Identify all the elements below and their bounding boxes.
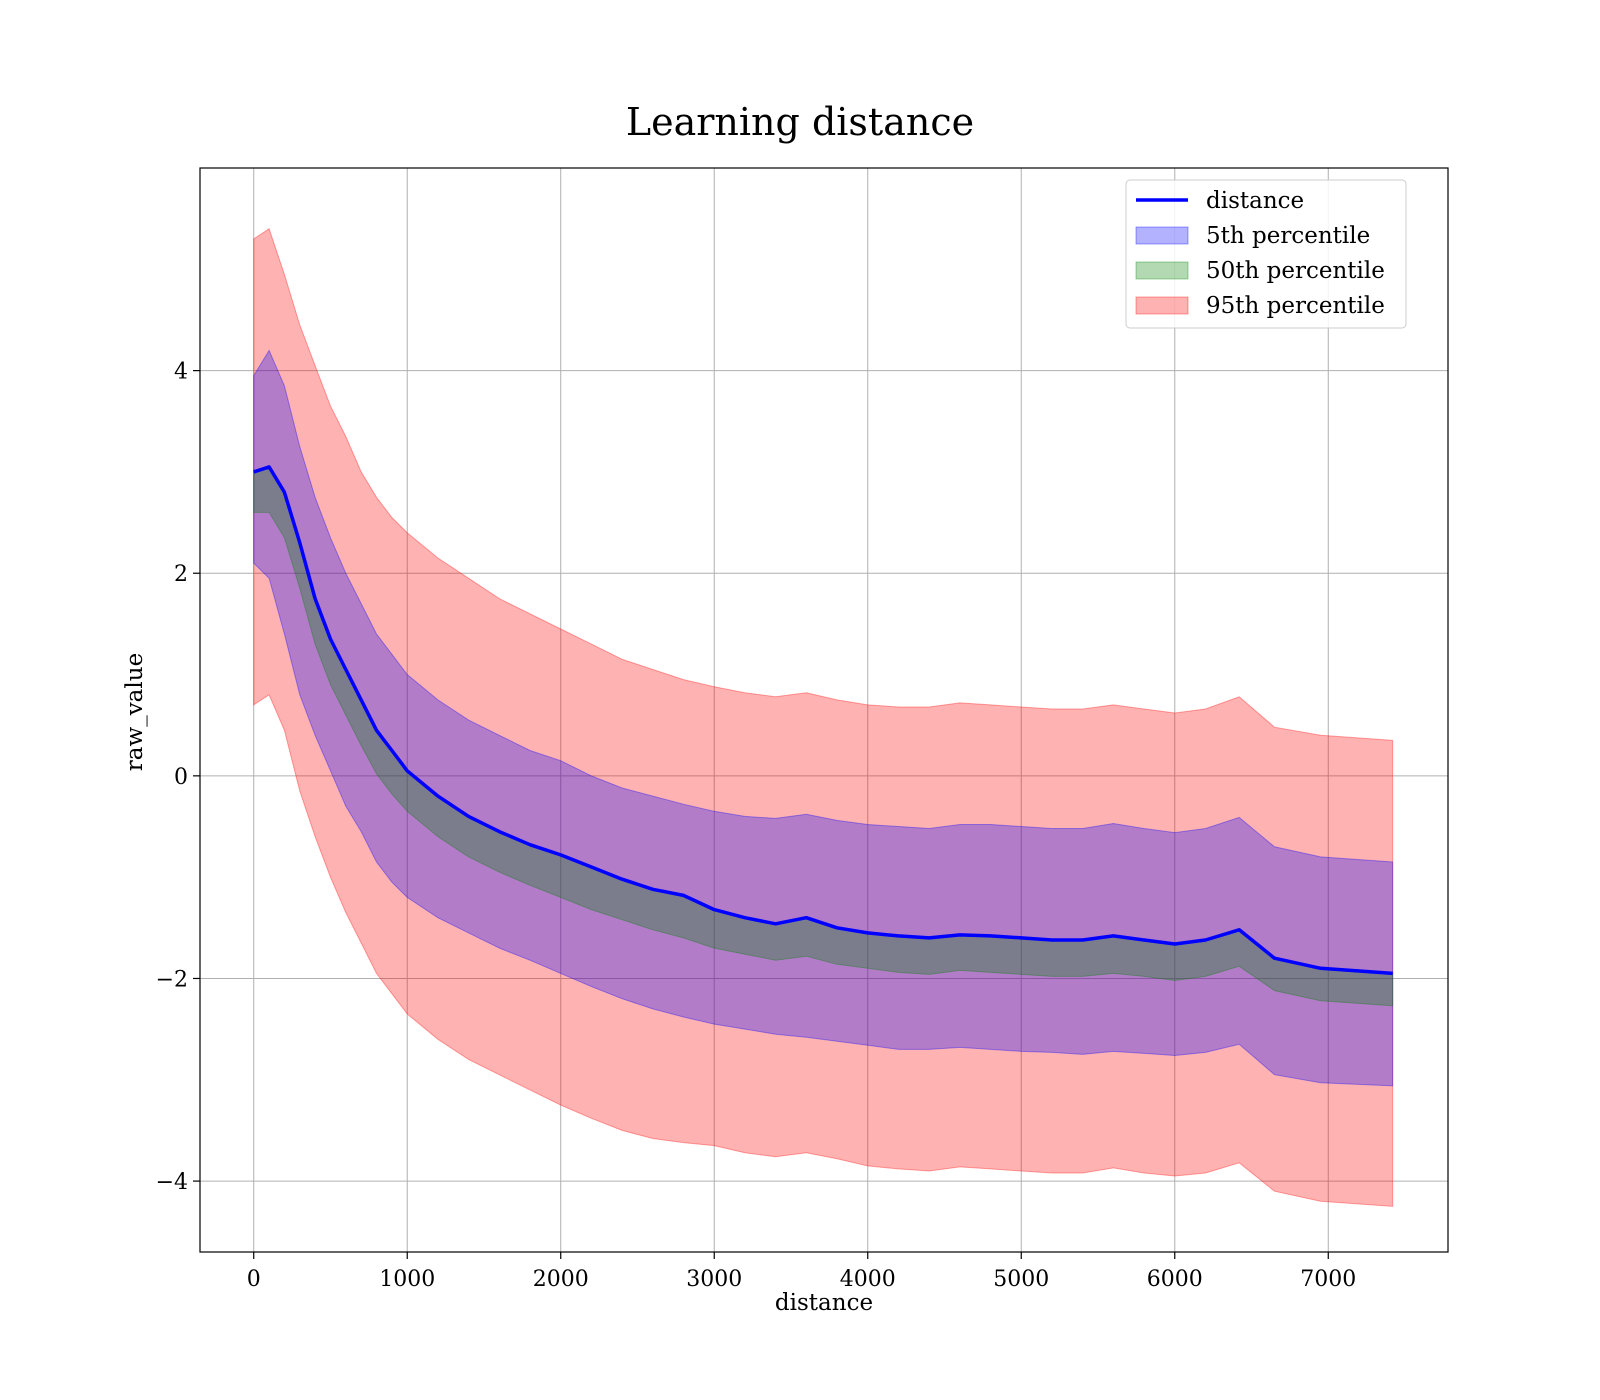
series-line-distance (253, 465, 1393, 976)
x-tick-label: 7000 (1300, 1267, 1356, 1292)
x-tick-label: 6000 (1147, 1267, 1203, 1292)
legend-swatch-95th (1135, 296, 1189, 315)
x-tick-label: 0 (247, 1267, 261, 1292)
band-5th (253, 349, 1394, 1087)
legend-box (1125, 179, 1407, 329)
legend: distance 5th percentile 50th percentile 95t… (1125, 179, 1407, 329)
y-tick-label: −2 (156, 967, 188, 992)
legend-label: 5th percentile (1206, 223, 1370, 249)
legend-swatch-5th (1135, 226, 1189, 245)
band-95th (253, 228, 1394, 1207)
x-axis-ticks: 0 1000 2000 3000 4000 5000 6000 7000 (247, 1252, 1356, 1292)
plot-frame (199, 167, 1449, 1253)
x-axis-label: distance (775, 1290, 873, 1316)
y-tick-label: 4 (174, 360, 188, 385)
x-tick-label: 5000 (993, 1267, 1049, 1292)
chart-title: Learning distance (625, 100, 975, 144)
grid (200, 168, 1448, 1252)
x-tick-label: 4000 (840, 1267, 896, 1292)
legend-label: 95th percentile (1206, 293, 1385, 319)
y-tick-label: 2 (174, 562, 188, 587)
y-axis-label: raw_value (122, 653, 148, 771)
x-tick-label: 3000 (686, 1267, 742, 1292)
series-lines (253, 465, 1393, 976)
legend-label: 50th percentile (1206, 258, 1385, 284)
legend-label: distance (1206, 188, 1304, 214)
y-tick-label: 0 (174, 765, 188, 790)
legend-swatch-50th (1135, 261, 1189, 280)
x-tick-label: 1000 (379, 1267, 435, 1292)
y-axis-ticks: −4 −2 0 2 4 (156, 360, 200, 1195)
bands (253, 228, 1394, 1207)
y-tick-label: −4 (156, 1170, 188, 1195)
x-tick-label: 2000 (533, 1267, 589, 1292)
